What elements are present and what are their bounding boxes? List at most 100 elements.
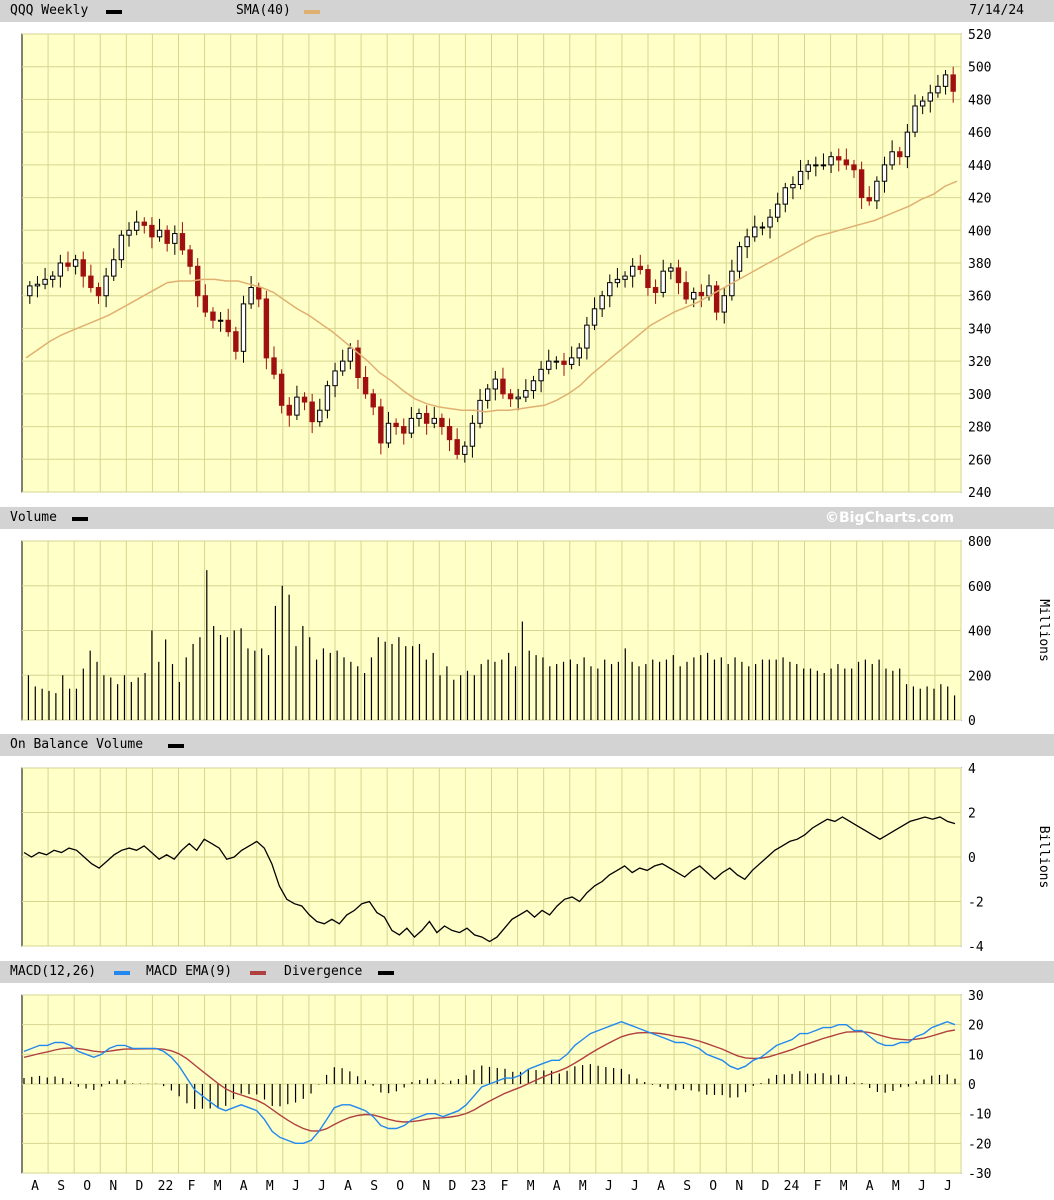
candle-body xyxy=(507,393,514,400)
candle-body xyxy=(706,285,712,297)
candle-body xyxy=(912,105,918,133)
candle-body xyxy=(767,216,773,228)
candle-body xyxy=(95,287,102,297)
y-tick-label-panel-4: -10 xyxy=(968,1108,991,1123)
candle-body xyxy=(179,233,186,251)
y-tick-label-panel-2: 400 xyxy=(968,625,991,640)
y-tick-label-panel-3: 4 xyxy=(968,762,976,777)
x-tick-label: M xyxy=(527,1179,535,1194)
candle-body xyxy=(660,270,666,293)
y-tick-label-panel-3: -2 xyxy=(968,896,984,911)
y-tick-label-panel-1: 520 xyxy=(968,28,991,43)
sma-label: SMA(40) xyxy=(236,3,291,18)
candle-body xyxy=(828,156,834,166)
candle-body xyxy=(637,265,644,271)
x-tick-label: M xyxy=(266,1179,274,1194)
obv-line xyxy=(23,816,956,943)
macd-line xyxy=(23,1020,956,1145)
x-tick-label: S xyxy=(683,1179,691,1194)
candle-body xyxy=(385,422,392,444)
y-tick-label-panel-4: 30 xyxy=(968,989,984,1004)
candle-body xyxy=(339,360,346,372)
candle-body xyxy=(561,360,567,365)
candle-body xyxy=(332,370,338,387)
candle-body xyxy=(286,404,292,416)
candle-body xyxy=(355,347,361,378)
x-tick-label: F xyxy=(501,1179,509,1194)
candle-body xyxy=(759,226,766,229)
candle-body xyxy=(324,385,331,411)
candle-body xyxy=(683,282,689,300)
candle-body xyxy=(42,278,48,285)
x-tick-label: S xyxy=(57,1179,65,1194)
candle-body xyxy=(553,360,560,363)
candle-body xyxy=(576,347,582,359)
candle-body xyxy=(187,249,193,267)
y-tick-label-panel-1: 460 xyxy=(968,126,991,141)
x-tick-label: 22 xyxy=(158,1179,174,1194)
candle-body xyxy=(172,233,178,244)
obv-label: On Balance Volume xyxy=(10,737,144,752)
candle-body xyxy=(858,169,865,199)
candle-body xyxy=(805,164,811,172)
candle-body xyxy=(889,151,895,166)
macd-ema-line xyxy=(23,1029,956,1132)
y-tick-label-panel-2: 0 xyxy=(968,714,976,729)
candle-body xyxy=(141,221,147,226)
candle-body xyxy=(523,390,529,398)
candle-body xyxy=(317,409,323,423)
y-tick-label-panel-3: -4 xyxy=(968,940,984,955)
candle-body xyxy=(645,269,651,289)
candle-body xyxy=(599,295,605,310)
candle-body xyxy=(500,378,506,395)
candle-body xyxy=(782,187,788,205)
candle-body xyxy=(515,396,521,400)
candle-body xyxy=(80,259,86,277)
candle-body xyxy=(454,439,460,455)
x-tick-label: O xyxy=(709,1179,717,1194)
candle-body xyxy=(484,388,491,401)
candle-body xyxy=(217,319,224,322)
candle-body xyxy=(439,417,445,428)
candle-body xyxy=(240,303,247,352)
x-tick-label: N xyxy=(422,1179,430,1194)
candle-body xyxy=(813,164,819,167)
candle-body xyxy=(614,278,621,284)
candle-body xyxy=(156,229,163,238)
x-tick-label: A xyxy=(657,1179,665,1194)
x-tick-label: A xyxy=(344,1179,352,1194)
x-tick-label: 23 xyxy=(471,1179,487,1194)
x-tick-label: J xyxy=(631,1179,639,1194)
candle-body xyxy=(927,92,933,102)
date-label: 7/14/24 xyxy=(969,3,1024,18)
y-tick-label-panel-1: 300 xyxy=(968,388,991,403)
candle-body xyxy=(378,406,384,444)
candle-body xyxy=(866,197,872,202)
obv-panel-header: On Balance Volume xyxy=(0,734,1054,756)
candle-body xyxy=(423,412,430,424)
candle-body xyxy=(584,324,590,349)
x-tick-label: N xyxy=(735,1179,743,1194)
x-tick-label: J xyxy=(318,1179,326,1194)
candle-body xyxy=(50,275,56,280)
candle-body xyxy=(774,203,781,218)
x-tick-label: D xyxy=(448,1179,456,1194)
x-tick-label: A xyxy=(31,1179,39,1194)
x-tick-label: J xyxy=(292,1179,300,1194)
macd-ema-swatch xyxy=(250,971,266,975)
candle-body xyxy=(721,295,727,313)
candle-body xyxy=(836,156,842,161)
candle-body xyxy=(881,164,888,182)
candle-body xyxy=(256,287,262,300)
candle-body xyxy=(126,229,132,236)
candle-body xyxy=(393,422,399,428)
candle-body xyxy=(668,267,674,272)
x-tick-label: M xyxy=(892,1179,900,1194)
y-tick-label-panel-1: 440 xyxy=(968,159,991,174)
candle-body xyxy=(591,308,598,326)
y-tick-label-panel-2: 800 xyxy=(968,535,991,550)
symbol-label: QQQ Weekly xyxy=(10,3,89,18)
y-tick-label-panel-1: 280 xyxy=(968,421,991,436)
candle-body xyxy=(843,159,850,166)
